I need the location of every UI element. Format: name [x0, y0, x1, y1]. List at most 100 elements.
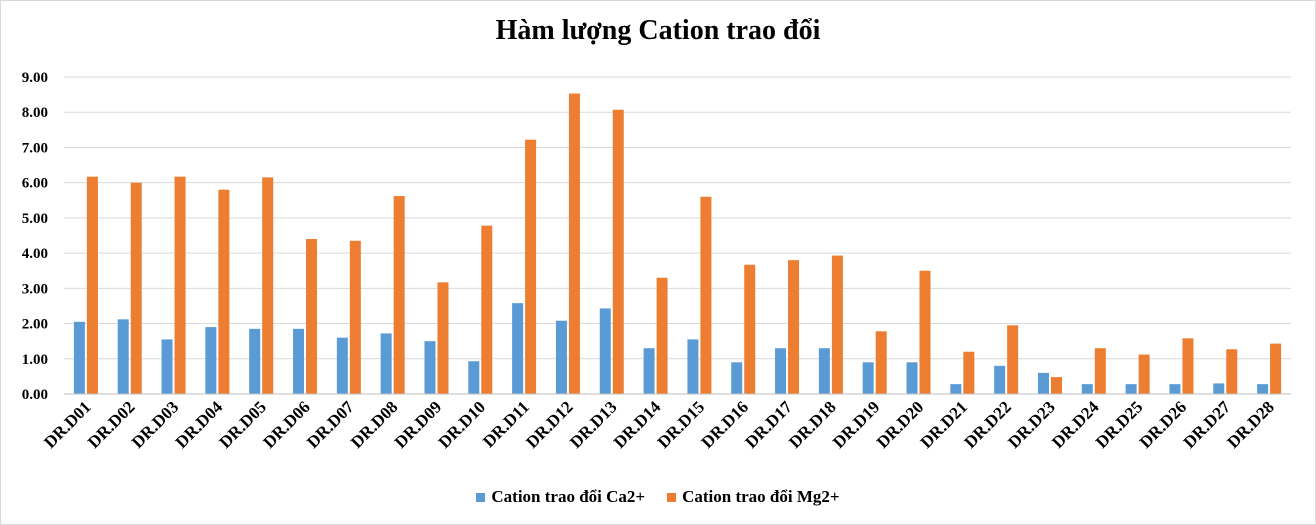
x-tick-label: DR.D03	[128, 397, 183, 452]
x-tick-label: DR.D11	[479, 397, 533, 451]
x-tick-label: DR.D02	[84, 397, 139, 452]
x-tick-label: DR.D16	[698, 397, 753, 452]
x-tick-label: DR.D21	[917, 397, 972, 452]
bar-mg	[875, 331, 887, 394]
x-tick-label: DR.D27	[1180, 397, 1235, 452]
x-tick-label: DR.D23	[1004, 397, 1059, 452]
bar-ca	[555, 320, 567, 394]
bar-ca	[1169, 384, 1181, 394]
bar-mg	[612, 109, 624, 395]
bar-ca	[599, 308, 611, 394]
bar-mg	[393, 196, 405, 394]
bar-ca	[862, 362, 874, 394]
bar-mg	[1050, 377, 1062, 394]
x-tick-label: DR.D19	[829, 397, 884, 452]
bar-ca	[1125, 384, 1137, 394]
x-tick-label: DR.D14	[610, 397, 665, 452]
bar-ca	[512, 303, 524, 394]
bar-mg	[700, 196, 712, 394]
bar-ca	[380, 333, 392, 394]
bar-mg	[831, 255, 843, 394]
bar-ca	[818, 348, 830, 394]
bar-mg	[1226, 349, 1238, 394]
bar-ca	[643, 348, 655, 394]
bar-ca	[73, 321, 85, 394]
bar-mg	[1270, 343, 1282, 394]
bar-ca	[117, 319, 129, 394]
bar-mg	[1182, 338, 1194, 394]
bar-mg	[1094, 348, 1106, 394]
x-tick-label: DR.D18	[785, 397, 840, 452]
legend-entry-ca: Cation trao đổi Ca2+	[476, 487, 645, 507]
bar-ca	[468, 361, 480, 394]
bar-ca	[775, 348, 787, 394]
x-tick-label: DR.D15	[654, 397, 709, 452]
x-tick-label: DR.D10	[435, 397, 490, 452]
bar-ca	[424, 341, 436, 394]
bar-ca	[249, 328, 261, 394]
bar-mg	[1138, 354, 1150, 394]
bar-ca	[1037, 372, 1049, 394]
y-tick-label: 2.00	[22, 317, 48, 333]
bar-mg	[218, 189, 230, 394]
y-tick-label: 5.00	[22, 211, 48, 227]
bar-mg	[86, 176, 98, 394]
x-tick-label: DR.D06	[259, 397, 314, 452]
chart-title: Hàm lượng Cation trao đổi	[495, 15, 821, 46]
x-tick-label: DR.D01	[40, 397, 95, 452]
bar-ca	[906, 362, 918, 394]
bar-ca	[687, 339, 699, 394]
bar-ca	[161, 339, 173, 394]
x-tick-label: DR.D25	[1092, 397, 1147, 452]
x-tick-label: DR.D24	[1048, 397, 1103, 452]
x-tick-label: DR.D08	[347, 397, 402, 452]
bar-ca	[205, 327, 217, 394]
legend-swatch-ca	[476, 492, 486, 502]
x-tick-label: DR.D17	[741, 397, 796, 452]
x-tick-label: DR.D07	[303, 397, 358, 452]
bar-ca	[1081, 384, 1093, 394]
x-tick-label: DR.D12	[522, 397, 577, 452]
bar-mg	[963, 351, 975, 394]
bar-mg	[306, 239, 318, 394]
bar-ca	[994, 365, 1006, 394]
bar-ca	[950, 384, 962, 394]
bar-ca	[731, 362, 743, 394]
x-tick-label: DR.D26	[1136, 397, 1191, 452]
bar-mg	[919, 270, 931, 394]
bar-mg	[525, 139, 537, 394]
plot-area: 0.00 1.00 2.00 3.00 4.00 5.00 6.00 7.00 8.00 9.00…	[22, 70, 1291, 452]
x-tick-label: DR.D28	[1223, 397, 1278, 452]
bar-ca	[1257, 384, 1269, 394]
bar-mg	[1007, 325, 1019, 394]
y-tick-label: 6.00	[22, 176, 48, 192]
y-tick-label: 8.00	[22, 105, 48, 121]
bar-mg	[788, 260, 800, 394]
bar-mg	[481, 225, 493, 394]
x-tick-label: DR.D05	[216, 397, 271, 452]
bar-ca	[336, 337, 348, 394]
y-tick-label: 0.00	[22, 387, 48, 403]
x-tick-label: DR.D20	[873, 397, 928, 452]
bar-mg	[174, 176, 186, 394]
bar-mg	[262, 177, 274, 394]
legend-label-ca: Cation trao đổi Ca2+	[491, 487, 646, 506]
bar-mg	[437, 282, 449, 394]
legend: Cation trao đổi Ca2+ Cation trao đổi Mg2…	[1, 487, 1315, 507]
bar-ca	[1213, 383, 1225, 394]
x-tick-label: DR.D22	[960, 397, 1015, 452]
y-tick-label: 3.00	[22, 281, 48, 297]
bar-mg	[130, 182, 142, 394]
bar-mg	[568, 93, 580, 394]
y-tick-label: 9.00	[22, 70, 48, 86]
bar-ca	[293, 328, 305, 394]
y-tick-label: 7.00	[22, 140, 48, 156]
x-tick-label: DR.D13	[566, 397, 621, 452]
legend-entry-mg: Cation trao đổi Mg2+	[667, 487, 840, 507]
legend-label-mg: Cation trao đổi Mg2+	[682, 487, 840, 506]
y-tick-label: 1.00	[22, 352, 48, 368]
x-tick-label: DR.D04	[172, 397, 227, 452]
y-tick-label: 4.00	[22, 246, 48, 262]
legend-swatch-mg	[667, 492, 677, 502]
